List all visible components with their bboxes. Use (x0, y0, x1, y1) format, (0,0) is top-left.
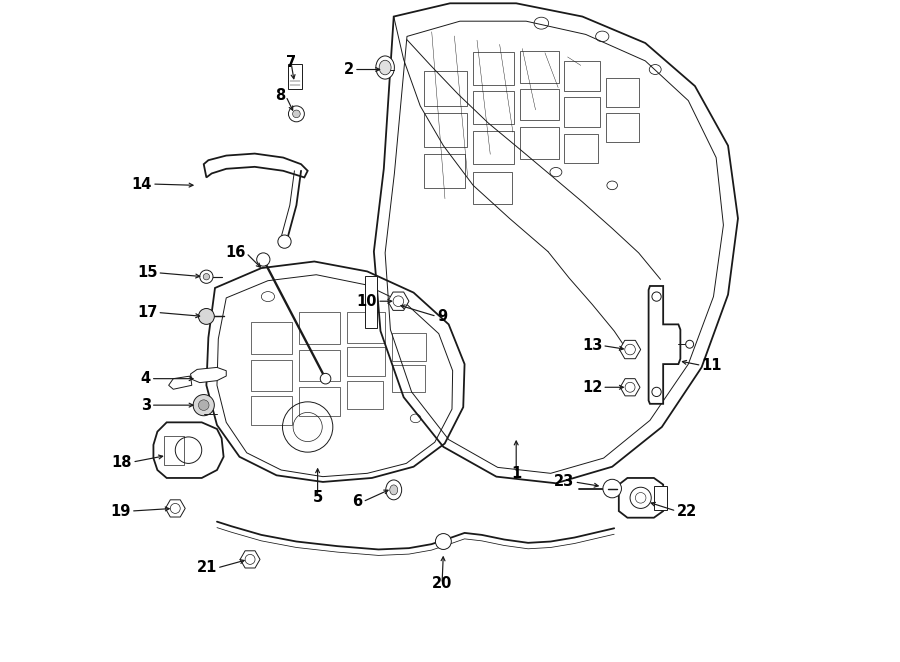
Polygon shape (619, 478, 663, 518)
Circle shape (603, 479, 622, 498)
Polygon shape (191, 367, 226, 383)
Text: 5: 5 (312, 491, 323, 505)
Circle shape (686, 340, 694, 348)
Bar (472, 91, 514, 124)
Circle shape (292, 110, 301, 118)
Text: 1: 1 (511, 466, 521, 481)
Bar (519, 127, 559, 159)
Bar (564, 97, 600, 127)
Text: 14: 14 (131, 177, 152, 191)
Text: 21: 21 (196, 561, 217, 575)
Bar (288, 64, 302, 89)
Bar (564, 61, 600, 91)
Text: 23: 23 (554, 475, 574, 489)
Bar (251, 322, 292, 354)
Polygon shape (166, 500, 185, 517)
Bar (251, 396, 292, 425)
Bar (606, 113, 639, 142)
Bar (392, 333, 427, 361)
Bar (251, 360, 292, 391)
Circle shape (256, 253, 270, 266)
Bar (392, 365, 425, 392)
Ellipse shape (379, 60, 392, 75)
Bar (365, 276, 377, 328)
Circle shape (200, 270, 213, 283)
Ellipse shape (390, 485, 398, 495)
Text: 18: 18 (112, 455, 132, 469)
Polygon shape (240, 551, 260, 568)
Polygon shape (203, 154, 308, 177)
Polygon shape (388, 292, 409, 310)
Polygon shape (374, 3, 738, 483)
Text: 7: 7 (286, 56, 296, 70)
Circle shape (436, 534, 451, 549)
Bar (346, 347, 385, 376)
Text: 10: 10 (356, 294, 377, 308)
Circle shape (320, 373, 331, 384)
Polygon shape (619, 340, 641, 359)
Text: 2: 2 (344, 62, 354, 77)
Circle shape (278, 235, 291, 248)
Polygon shape (206, 261, 464, 482)
Bar (164, 436, 184, 465)
Bar (424, 154, 465, 188)
Ellipse shape (376, 56, 394, 79)
Bar (424, 113, 466, 147)
Text: 12: 12 (582, 380, 602, 395)
Bar (299, 312, 340, 344)
Bar (472, 52, 514, 85)
Circle shape (194, 395, 214, 416)
Text: 9: 9 (436, 309, 447, 324)
Text: 22: 22 (677, 504, 697, 518)
Text: 20: 20 (432, 577, 452, 591)
Bar (346, 381, 383, 409)
Bar (606, 78, 639, 107)
Bar (519, 89, 559, 120)
Bar (564, 134, 598, 163)
Bar (299, 387, 340, 416)
Text: 4: 4 (140, 371, 151, 386)
Bar (519, 51, 559, 83)
Bar (472, 172, 512, 204)
Bar (654, 486, 667, 510)
Polygon shape (649, 286, 680, 404)
Polygon shape (153, 422, 223, 478)
Circle shape (289, 106, 304, 122)
Text: 13: 13 (582, 338, 602, 353)
Text: 3: 3 (140, 398, 151, 412)
Circle shape (198, 400, 209, 410)
Text: 8: 8 (275, 89, 286, 103)
Bar (424, 71, 466, 106)
Ellipse shape (386, 480, 401, 500)
Bar (346, 312, 385, 343)
Polygon shape (168, 376, 192, 389)
Text: 15: 15 (137, 265, 157, 280)
Text: 19: 19 (111, 504, 130, 518)
Bar (472, 131, 514, 164)
Text: 16: 16 (226, 246, 246, 260)
Text: 6: 6 (353, 495, 363, 509)
Text: 17: 17 (137, 305, 157, 320)
Circle shape (198, 308, 214, 324)
Bar (299, 350, 340, 381)
Polygon shape (620, 379, 640, 396)
Text: 11: 11 (702, 358, 722, 373)
Circle shape (203, 273, 210, 280)
